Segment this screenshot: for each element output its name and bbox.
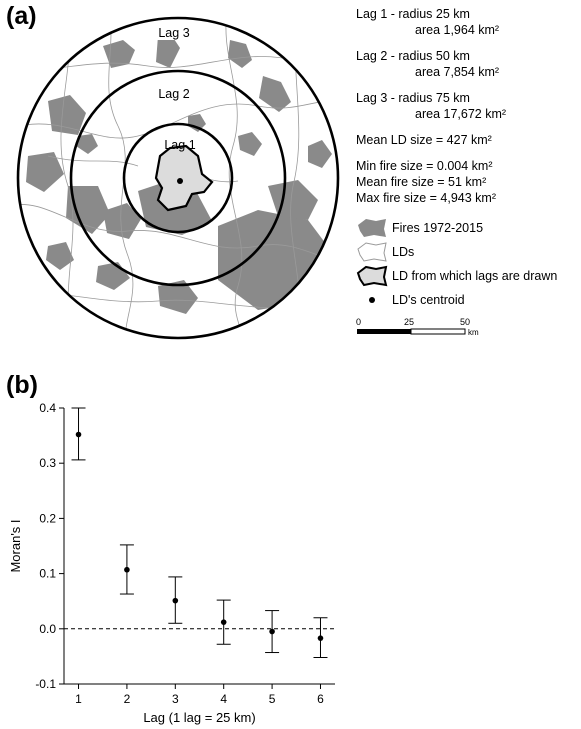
scale-tick-50: 50 — [460, 317, 470, 327]
error-bar-4 — [216, 599, 231, 645]
chart-marks — [71, 407, 328, 659]
chart-axes: -0.1 0.0 0.1 0.2 0.3 0.4 1 2 3 4 5 6 — [35, 401, 335, 706]
mean-ld-size: Mean LD size = 427 km² — [356, 133, 492, 147]
lag-1-ring — [122, 122, 234, 234]
legend-lag-2-radius: Lag 2 - radius 50 km — [356, 49, 470, 63]
y-tick-label: 0.2 — [39, 511, 56, 525]
error-bar-6 — [313, 617, 328, 659]
legend-fire-stats: Min fire size = 0.004 km² Mean fire size… — [356, 158, 578, 206]
x-tick-label: 3 — [172, 692, 179, 706]
legend-lag-3: Lag 3 - radius 75 km area 17,672 km² — [356, 90, 578, 122]
y-axis-label: Moran's I — [8, 519, 23, 572]
legend-lag-3-radius: Lag 3 - radius 75 km — [356, 91, 470, 105]
ring-labels: Lag 3 Lag 2 Lag 1 — [154, 26, 196, 152]
y-tick-label: 0.0 — [39, 622, 56, 636]
legend-lag-1-area: area 1,964 km² — [415, 23, 500, 37]
ld-outline-icon — [357, 242, 387, 262]
scale-unit: km — [468, 328, 479, 337]
x-axis-label: Lag (1 lag = 25 km) — [143, 710, 255, 725]
scale-tick-0: 0 — [356, 317, 361, 327]
legend-lag-3-area: area 17,672 km² — [415, 107, 507, 121]
legend-lag-1-radius: Lag 1 - radius 25 km — [356, 7, 470, 21]
legend-lds-label: LDs — [392, 245, 415, 259]
x-tick-label: 5 — [269, 692, 276, 706]
mean-fire-size: Mean fire size = 51 km² — [356, 175, 487, 189]
data-point — [269, 628, 275, 635]
lag-2-ring — [69, 69, 287, 287]
fire-patch-icon — [358, 219, 386, 237]
data-point — [220, 619, 227, 625]
lag-map: Lag 3 Lag 2 Lag 1 — [16, 16, 340, 340]
map-legend: Lag 1 - radius 25 km area 1,964 km² Lag … — [356, 6, 578, 348]
x-tick-label: 1 — [75, 692, 82, 706]
ring-label-lag-1: Lag 1 — [164, 138, 195, 152]
data-point — [317, 635, 324, 641]
legend-ld-selected: LD from which lags are drawn — [356, 264, 578, 288]
x-tick-label: 2 — [124, 692, 131, 706]
legend-lag-1: Lag 1 - radius 25 km area 1,964 km² — [356, 6, 578, 38]
morans-i-chart: -0.1 0.0 0.1 0.2 0.3 0.4 1 2 3 4 5 6 Moran's I Lag … — [8, 401, 335, 725]
y-tick-label: -0.1 — [35, 677, 56, 691]
ld-centroid — [177, 178, 183, 184]
scale-bar: 0 25 50 km — [356, 317, 479, 337]
min-fire-size: Min fire size = 0.004 km² — [356, 159, 493, 173]
panel-a-label: (a) — [6, 2, 37, 30]
x-tick-label: 6 — [317, 692, 324, 706]
y-tick-label: 0.3 — [39, 456, 56, 470]
legend-mean-ld: Mean LD size = 427 km² — [356, 132, 578, 148]
ld-selected-icon — [356, 265, 388, 287]
legend-lag-2: Lag 2 - radius 50 km area 7,854 km² — [356, 48, 578, 80]
fire-patches — [26, 36, 338, 314]
data-point — [124, 566, 130, 573]
ring-label-lag-3: Lag 3 — [158, 26, 189, 40]
y-tick-label: 0.4 — [39, 401, 56, 415]
data-point — [75, 431, 82, 438]
error-bar-5 — [265, 610, 280, 654]
y-tick-label: 0.1 — [39, 567, 56, 581]
scale-tick-25: 25 — [404, 317, 414, 327]
panel-b-label: (b) — [6, 371, 38, 399]
legend-fires-label: Fires 1972-2015 — [392, 221, 484, 235]
data-point — [172, 597, 179, 604]
lag-3-ring — [16, 16, 340, 340]
error-bar-2 — [119, 544, 134, 595]
legend-centroid-label: LD's centroid — [392, 293, 465, 307]
ring-label-lag-2: Lag 2 — [158, 87, 189, 101]
error-bar-3 — [168, 576, 183, 624]
legend-lds: LDs — [356, 240, 578, 264]
selected-ld — [154, 144, 214, 212]
legend-centroid: LD's centroid — [356, 288, 578, 312]
error-bar-1 — [71, 407, 86, 461]
max-fire-size: Max fire size = 4,943 km² — [356, 191, 496, 205]
ld-selected-shape — [154, 144, 214, 212]
centroid-dot-icon — [369, 297, 375, 303]
legend-fires: Fires 1972-2015 — [356, 216, 578, 240]
x-tick-label: 4 — [220, 692, 227, 706]
legend-lag-2-area: area 7,854 km² — [415, 65, 500, 79]
legend-ld-selected-label: LD from which lags are drawn — [392, 269, 558, 283]
lag-rings — [16, 16, 340, 340]
